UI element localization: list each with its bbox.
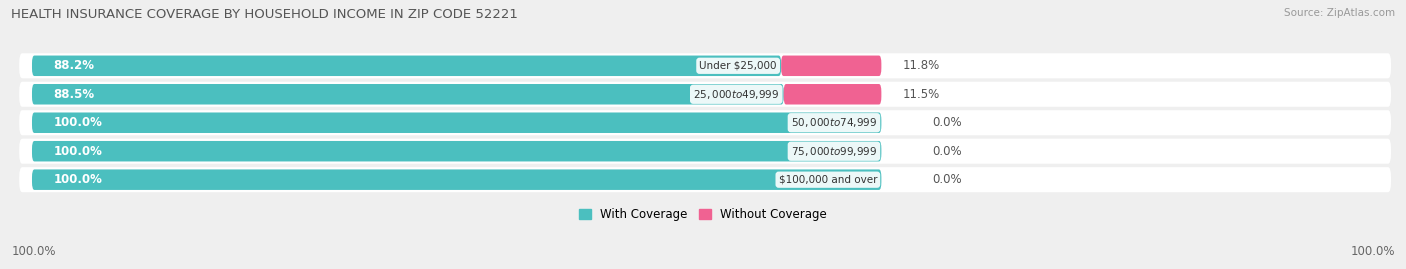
- Text: 0.0%: 0.0%: [932, 145, 962, 158]
- Text: $75,000 to $99,999: $75,000 to $99,999: [790, 145, 877, 158]
- Text: 88.2%: 88.2%: [53, 59, 94, 72]
- Text: $25,000 to $49,999: $25,000 to $49,999: [693, 88, 779, 101]
- Text: $50,000 to $74,999: $50,000 to $74,999: [790, 116, 877, 129]
- Text: 0.0%: 0.0%: [932, 116, 962, 129]
- Text: 100.0%: 100.0%: [53, 116, 103, 129]
- FancyBboxPatch shape: [20, 167, 1391, 192]
- Text: 11.5%: 11.5%: [903, 88, 939, 101]
- FancyBboxPatch shape: [32, 169, 882, 190]
- FancyBboxPatch shape: [20, 139, 1391, 164]
- Text: 100.0%: 100.0%: [53, 145, 103, 158]
- Text: Source: ZipAtlas.com: Source: ZipAtlas.com: [1284, 8, 1395, 18]
- FancyBboxPatch shape: [783, 84, 882, 105]
- Text: 100.0%: 100.0%: [11, 245, 56, 258]
- Text: $100,000 and over: $100,000 and over: [779, 175, 877, 185]
- Text: 88.5%: 88.5%: [53, 88, 94, 101]
- FancyBboxPatch shape: [782, 55, 882, 76]
- FancyBboxPatch shape: [32, 84, 783, 105]
- Text: 100.0%: 100.0%: [53, 173, 103, 186]
- FancyBboxPatch shape: [20, 82, 1391, 107]
- FancyBboxPatch shape: [32, 112, 882, 133]
- FancyBboxPatch shape: [32, 141, 882, 161]
- Text: 11.8%: 11.8%: [903, 59, 939, 72]
- Legend: With Coverage, Without Coverage: With Coverage, Without Coverage: [574, 203, 832, 225]
- FancyBboxPatch shape: [20, 53, 1391, 78]
- FancyBboxPatch shape: [32, 55, 782, 76]
- Text: 100.0%: 100.0%: [1350, 245, 1395, 258]
- Text: Under $25,000: Under $25,000: [699, 61, 778, 71]
- FancyBboxPatch shape: [20, 110, 1391, 135]
- Text: 0.0%: 0.0%: [932, 173, 962, 186]
- Text: HEALTH INSURANCE COVERAGE BY HOUSEHOLD INCOME IN ZIP CODE 52221: HEALTH INSURANCE COVERAGE BY HOUSEHOLD I…: [11, 8, 519, 21]
